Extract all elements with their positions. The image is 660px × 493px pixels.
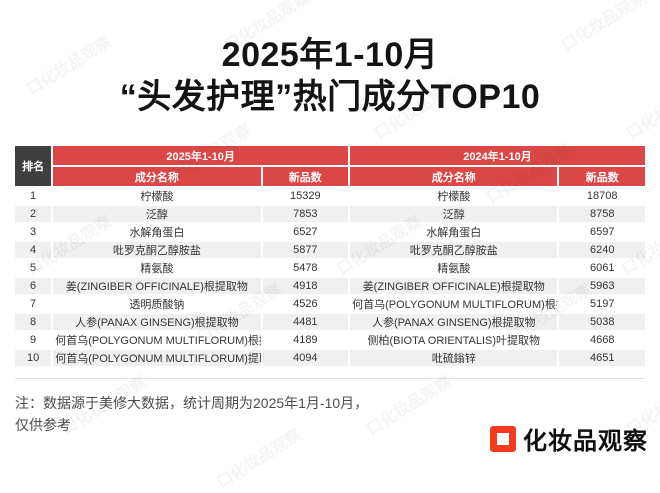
count-2025-cell: 5877 bbox=[262, 242, 349, 258]
ingredient-2024-cell: 吡罗克酮乙醇胺盐 bbox=[350, 242, 558, 258]
ingredient-2025-cell: 姜(ZINGIBER OFFICINALE)根提取物 bbox=[53, 278, 261, 294]
ingredient-2025-cell: 何首乌(POLYGONUM MULTIFLORUM)提取物 bbox=[53, 350, 261, 366]
source-note-line1: 注：数据源于美修大数据，统计周期为2025年1月-10月， bbox=[15, 395, 369, 411]
ingredient-2025-cell: 精氨酸 bbox=[53, 260, 261, 276]
ingredient-2024-cell: 姜(ZINGIBER OFFICINALE)根提取物 bbox=[350, 278, 558, 294]
header-new-products-2025: 新品数 bbox=[262, 167, 349, 186]
ingredient-2024-cell: 侧柏(BIOTA ORIENTALIS)叶提取物 bbox=[350, 332, 558, 348]
count-2024-cell: 5038 bbox=[559, 314, 645, 330]
header-period-2024: 2024年1-10月 bbox=[350, 146, 645, 165]
ingredient-2024-cell: 泛醇 bbox=[350, 206, 558, 222]
count-2025-cell: 4481 bbox=[262, 314, 349, 330]
table-row: 9 何首乌(POLYGONUM MULTIFLORUM)根提取物 4189 侧柏… bbox=[15, 332, 645, 348]
count-2025-cell: 4526 bbox=[262, 296, 349, 312]
rank-cell: 9 bbox=[15, 332, 52, 348]
ingredient-2025-cell: 吡罗克酮乙醇胺盐 bbox=[53, 242, 261, 258]
rank-cell: 4 bbox=[15, 242, 52, 258]
count-2025-cell: 15329 bbox=[262, 188, 349, 204]
count-2025-cell: 4094 bbox=[262, 350, 349, 366]
rank-cell: 10 bbox=[15, 350, 52, 366]
ranking-table: 排名 2025年1-10月 2024年1-10月 成分名称 新品数 成分名称 新… bbox=[13, 144, 647, 368]
source-note-line2: 仅供参考 bbox=[15, 417, 71, 433]
footer-divider bbox=[15, 378, 645, 379]
brand-logo: 化妆品观察 bbox=[490, 421, 648, 456]
rank-cell: 3 bbox=[15, 224, 52, 240]
count-2024-cell: 8758 bbox=[559, 206, 645, 222]
table-row: 5 精氨酸 5478 精氨酸 6061 bbox=[15, 260, 645, 276]
header-period-2025: 2025年1-10月 bbox=[53, 146, 349, 165]
page-title-line1: 2025年1-10月 bbox=[221, 36, 439, 74]
table-header-row-periods: 排名 2025年1-10月 2024年1-10月 bbox=[15, 146, 645, 186]
table-row: 3 水解角蛋白 6527 水解角蛋白 6597 bbox=[15, 224, 645, 240]
rank-cell: 5 bbox=[15, 260, 52, 276]
count-2024-cell: 6240 bbox=[559, 242, 645, 258]
page-title: 2025年1-10月 “头发护理”热门成分TOP10 bbox=[0, 34, 660, 118]
ingredient-2024-cell: 人参(PANAX GINSENG)根提取物 bbox=[350, 314, 558, 330]
header-new-products-2024: 新品数 bbox=[559, 167, 645, 186]
brand-logo-text: 化妆品观察 bbox=[523, 428, 648, 455]
brand-logo-icon bbox=[490, 425, 516, 452]
count-2025-cell: 5478 bbox=[262, 260, 349, 276]
header-ingredient-2025: 成分名称 bbox=[53, 167, 261, 186]
rank-cell: 8 bbox=[15, 314, 52, 330]
ingredient-2024-cell: 精氨酸 bbox=[350, 260, 558, 276]
table-header: 排名 2025年1-10月 2024年1-10月 成分名称 新品数 成分名称 新… bbox=[15, 146, 645, 186]
ingredient-2024-cell: 水解角蛋白 bbox=[350, 224, 558, 240]
header-ingredient-2024: 成分名称 bbox=[350, 167, 558, 186]
table-row: 2 泛醇 7853 泛醇 8758 bbox=[15, 206, 645, 222]
page-title-line2: “头发护理”热门成分TOP10 bbox=[119, 78, 541, 116]
count-2024-cell: 4651 bbox=[559, 350, 645, 366]
count-2025-cell: 6527 bbox=[262, 224, 349, 240]
rank-cell: 2 bbox=[15, 206, 52, 222]
count-2025-cell: 7853 bbox=[262, 206, 349, 222]
count-2024-cell: 6061 bbox=[559, 260, 645, 276]
table-row: 6 姜(ZINGIBER OFFICINALE)根提取物 4918 姜(ZING… bbox=[15, 278, 645, 294]
ingredient-2025-cell: 柠檬酸 bbox=[53, 188, 261, 204]
count-2025-cell: 4189 bbox=[262, 332, 349, 348]
table-body: 1 柠檬酸 15329 柠檬酸 18708 2 泛醇 7853 泛醇 8 7 5 8 … bbox=[15, 188, 645, 366]
rank-cell: 1 bbox=[15, 188, 52, 204]
ingredient-2024-cell: 柠檬酸 bbox=[350, 188, 558, 204]
count-2025-cell: 4918 bbox=[262, 278, 349, 294]
rank-cell: 6 bbox=[15, 278, 52, 294]
count-2024-cell: 18708 bbox=[559, 188, 645, 204]
header-rank: 排名 bbox=[15, 146, 52, 186]
count-2024-cell: 4668 bbox=[559, 332, 645, 348]
ingredient-2025-cell: 何首乌(POLYGONUM MULTIFLORUM)根提取物 bbox=[53, 332, 261, 348]
table-row: 8 人参(PANAX GINSENG)根提取物 4481 人参(PANAX GI… bbox=[15, 314, 645, 330]
count-2024-cell: 5197 bbox=[559, 296, 645, 312]
ingredient-2025-cell: 泛醇 bbox=[53, 206, 261, 222]
ingredient-2024-cell: 吡硫鎓锌 bbox=[350, 350, 558, 366]
table-row: 4 吡罗克酮乙醇胺盐 5877 吡罗克酮乙醇胺盐 6240 bbox=[15, 242, 645, 258]
ingredient-2025-cell: 水解角蛋白 bbox=[53, 224, 261, 240]
table-header-row-columns: 成分名称 新品数 成分名称 新品数 bbox=[15, 167, 645, 186]
ingredient-2025-cell: 透明质酸钠 bbox=[53, 296, 261, 312]
ingredient-2024-cell: 何首乌(POLYGONUM MULTIFLORUM)根提取物 bbox=[350, 296, 558, 312]
count-2024-cell: 6597 bbox=[559, 224, 645, 240]
source-note: 注：数据源于美修大数据，统计周期为2025年1月-10月， 仅供参考 bbox=[15, 392, 485, 436]
table-row: 10 何首乌(POLYGONUM MULTIFLORUM)提取物 4094 吡硫… bbox=[15, 350, 645, 366]
count-2024-cell: 5963 bbox=[559, 278, 645, 294]
ingredient-2025-cell: 人参(PANAX GINSENG)根提取物 bbox=[53, 314, 261, 330]
table-row: 1 柠檬酸 15329 柠檬酸 18708 bbox=[15, 188, 645, 204]
table-row: 7 透明质酸钠 4526 何首乌(POLYGONUM MULTIFLORUM)根… bbox=[15, 296, 645, 312]
rank-cell: 7 bbox=[15, 296, 52, 312]
